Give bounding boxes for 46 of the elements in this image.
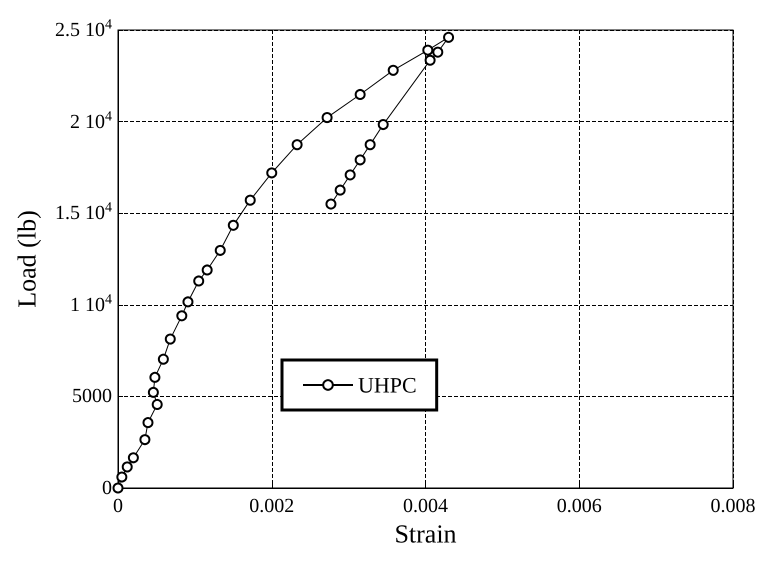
point [432,46,444,58]
point [152,398,163,410]
point [325,198,336,210]
point [266,167,278,178]
point [139,434,150,446]
x-tick-label: 0.006 [556,495,602,517]
point [158,354,169,365]
point [182,296,194,308]
point [364,139,376,150]
point [344,169,356,180]
x-tick-label: 0.008 [710,495,756,517]
point [388,64,399,76]
point [164,334,176,345]
point [292,139,303,150]
y-tick-label: 2.5 10$^{4}$ [55,17,112,41]
point [244,194,256,206]
point [422,44,434,56]
point [122,461,133,472]
point [128,452,139,464]
point [443,32,454,43]
point [112,482,124,494]
y-tick-label: 0 [102,477,112,499]
point [424,54,436,66]
y-tick-label: 2 10$^{4}$ [70,108,112,133]
point [354,88,366,100]
point [378,119,389,130]
point [322,112,333,124]
legend-label: UHPC [358,372,417,398]
x-tick-label: 0.002 [249,495,294,517]
point [149,372,160,383]
point [193,275,204,286]
point [116,472,128,483]
point [148,386,159,398]
point [142,417,154,428]
point [214,244,226,256]
point [354,154,366,166]
y-tick-label: 5000 [72,385,112,408]
point [228,220,239,231]
y-tick-label: 1.5 10$^{4}$ [55,200,112,224]
point [202,264,213,276]
y-tick-label: 1 10$^{4}$ [70,292,112,316]
y-axis-title: Load (lb) [12,210,42,308]
point [334,184,346,196]
x-axis-title: Strain [394,519,457,548]
x-tick-label: 0.004 [403,495,448,517]
point [176,310,188,322]
